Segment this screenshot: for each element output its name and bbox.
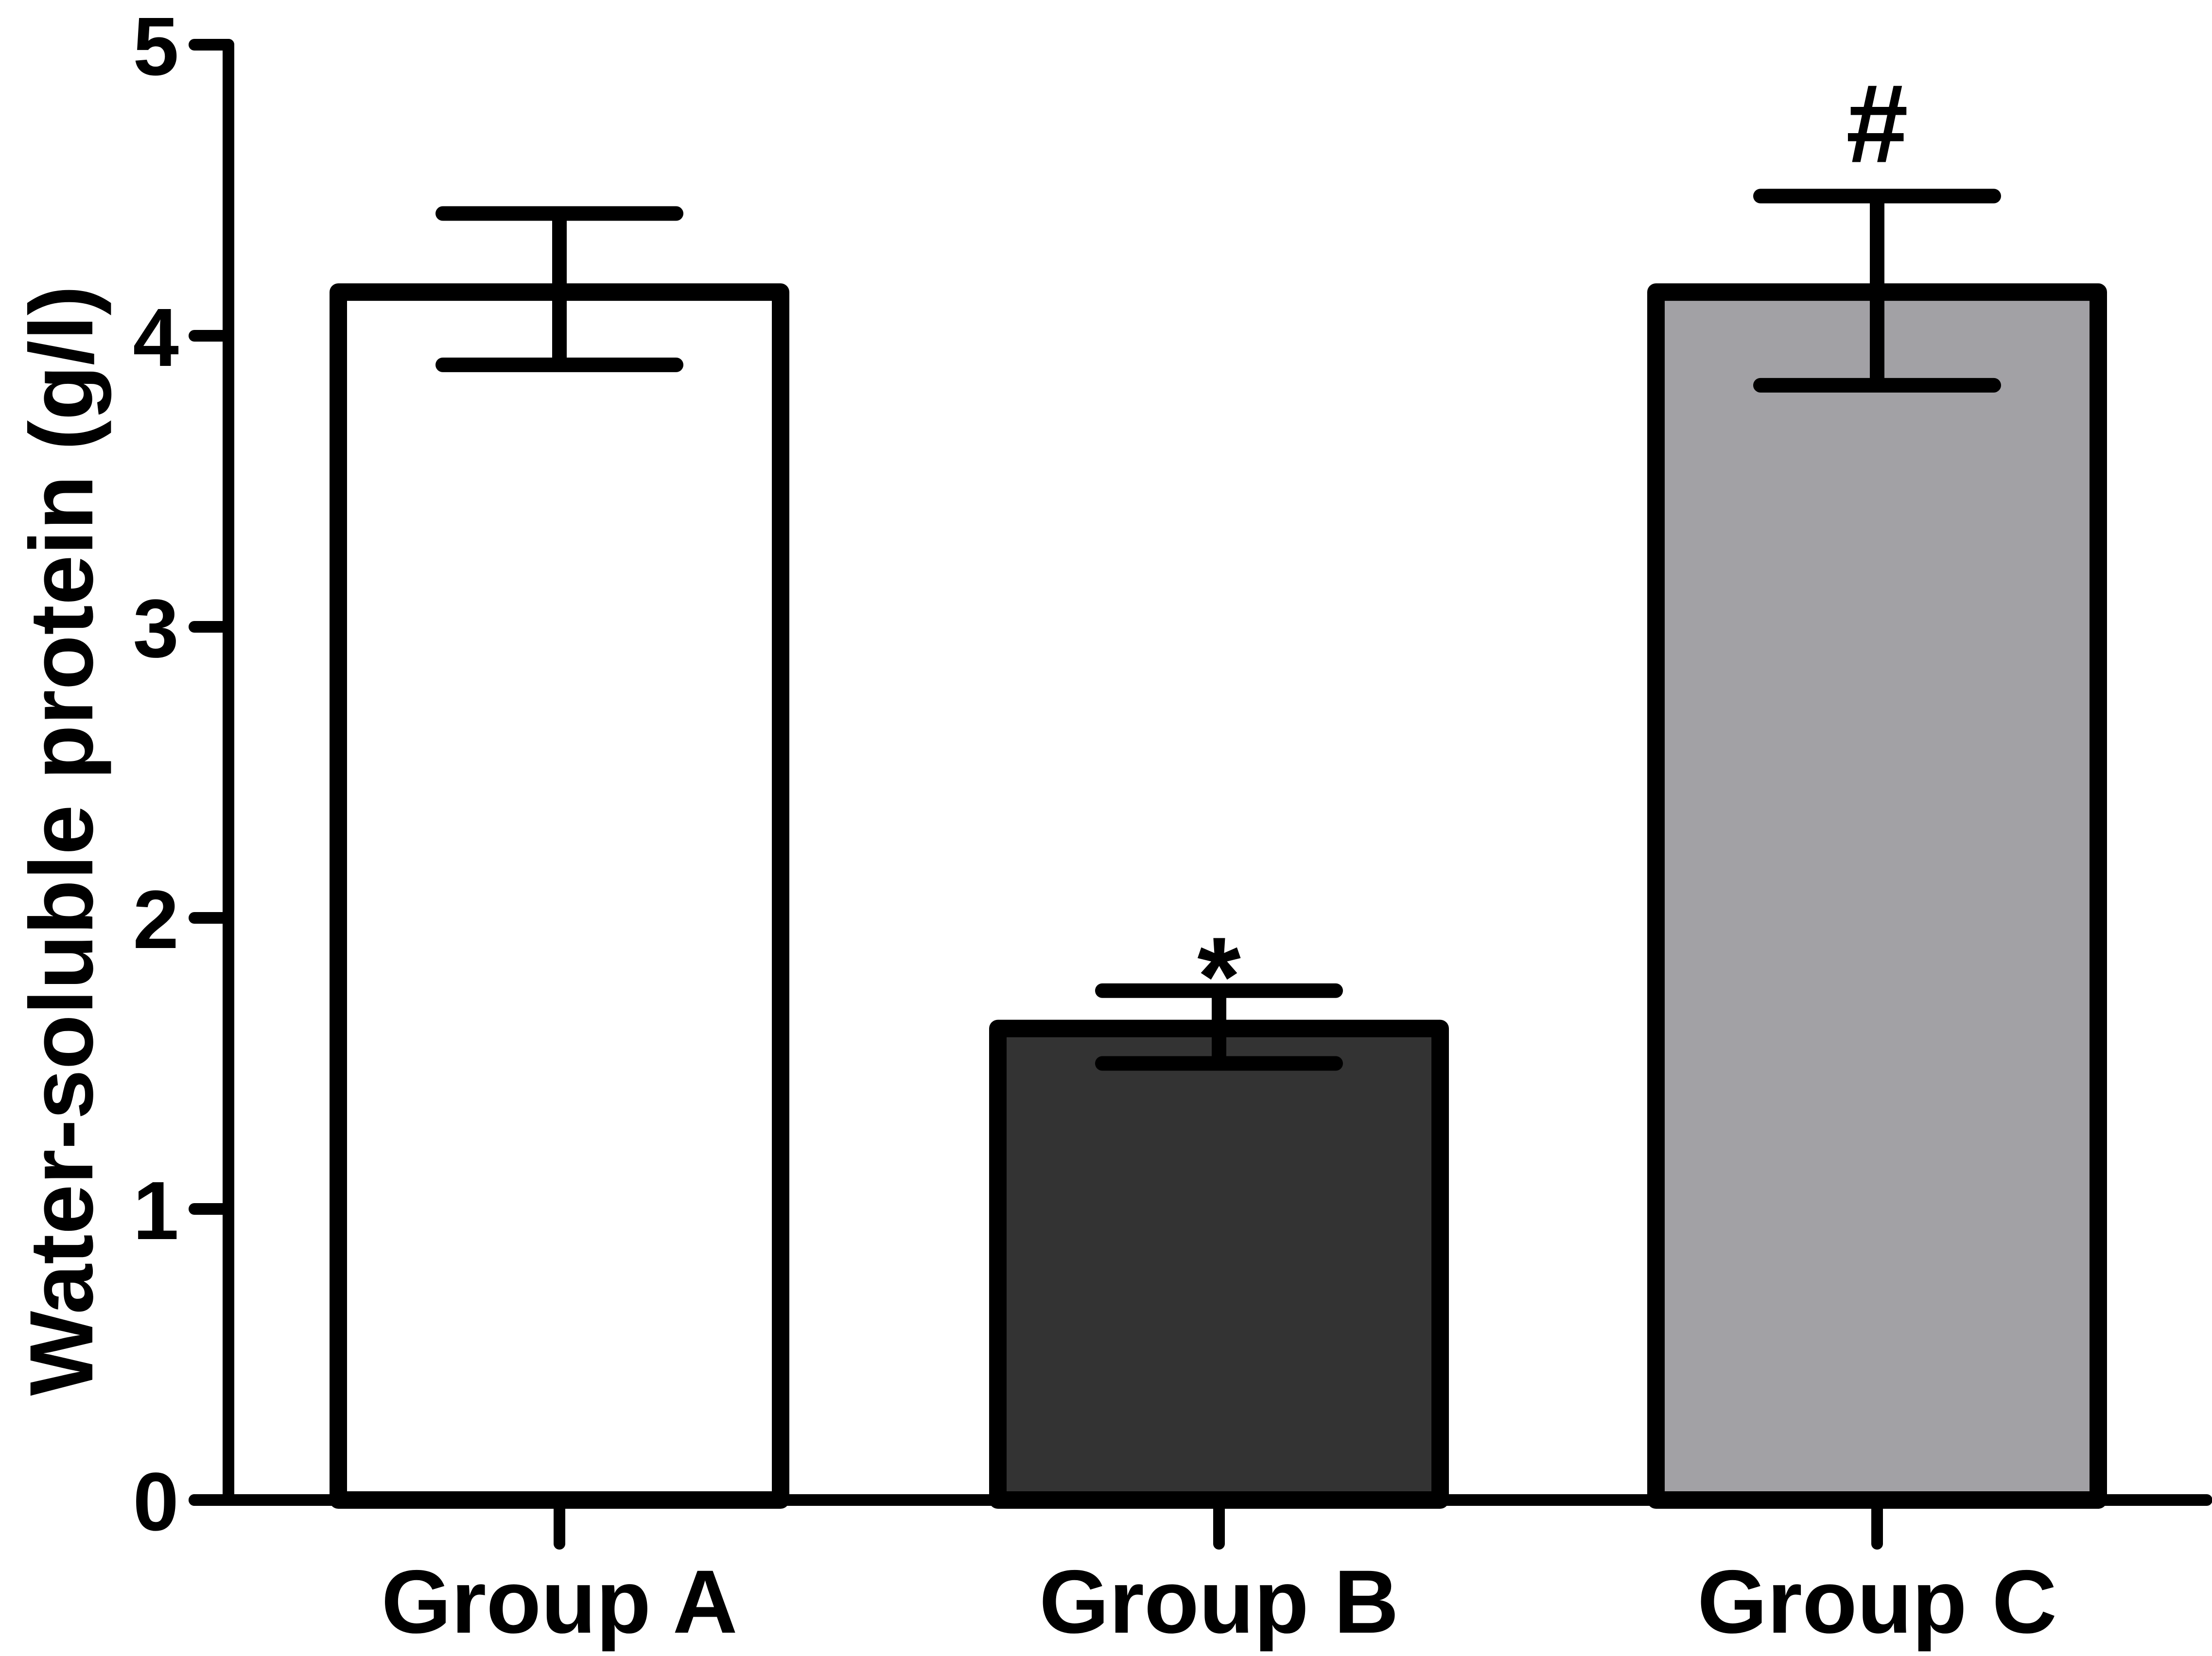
y-tick-label-4: 4 [133,292,179,384]
y-tick-label-2: 2 [133,874,179,966]
y-axis-title: Water-soluble protein (g/l) [12,285,112,1396]
annotations-layer: *# [1197,61,1908,1038]
error-bars-layer [435,189,2001,1071]
significance-marker-2: * [1197,914,1241,1039]
y-ticks-layer: 0 1 2 3 4 5 [133,0,234,1548]
error-bar-2 [1095,983,1343,1071]
x-ticks-layer: Group A Group B Group C [381,1494,2057,1652]
bar-2 [989,1019,1449,1509]
y-tick-label-0: 0 [133,1456,179,1548]
x-tick-label-3: Group C [1697,1552,2057,1652]
y-tick-label-3: 3 [133,583,179,675]
y-axis-title-group: Water-soluble protein (g/l) [12,285,112,1396]
error-bar-3 [1753,189,2001,393]
y-tick-label-1: 1 [133,1165,179,1257]
x-tick-label-2: Group B [1039,1552,1399,1652]
bar-3 [1647,283,2107,1509]
significance-marker-3: # [1846,61,1908,186]
y-tick-label-5: 5 [133,0,179,93]
error-bar-1 [435,206,683,372]
x-tick-label-1: Group A [381,1552,737,1652]
bars-layer [330,283,2107,1509]
bar-1 [330,283,789,1509]
